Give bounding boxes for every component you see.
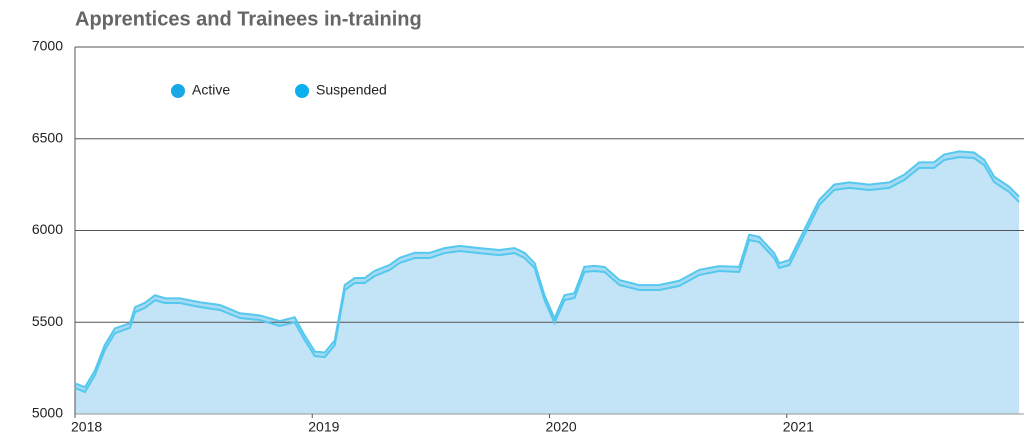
y-tick-label: 5500 — [32, 313, 63, 329]
area — [75, 157, 1020, 414]
x-tick-label: 2018 — [71, 419, 102, 435]
x-tick-label: 2020 — [546, 419, 577, 435]
legend-label: Active — [192, 82, 230, 98]
x-tick-label: 2019 — [308, 419, 339, 435]
y-tick-label: 6500 — [32, 129, 63, 145]
legend-marker — [295, 84, 309, 98]
chart-title: Apprentices and Trainees in-training — [75, 8, 422, 30]
x-tick-label: 2021 — [783, 419, 814, 435]
series-line — [74, 156, 1020, 394]
y-tick-label: 5000 — [32, 405, 63, 421]
y-tick-label: 6000 — [32, 221, 63, 237]
legend-label: Suspended — [316, 82, 387, 98]
legend-marker — [171, 84, 185, 98]
series-line — [74, 150, 1020, 389]
y-tick-label: 7000 — [32, 38, 63, 54]
